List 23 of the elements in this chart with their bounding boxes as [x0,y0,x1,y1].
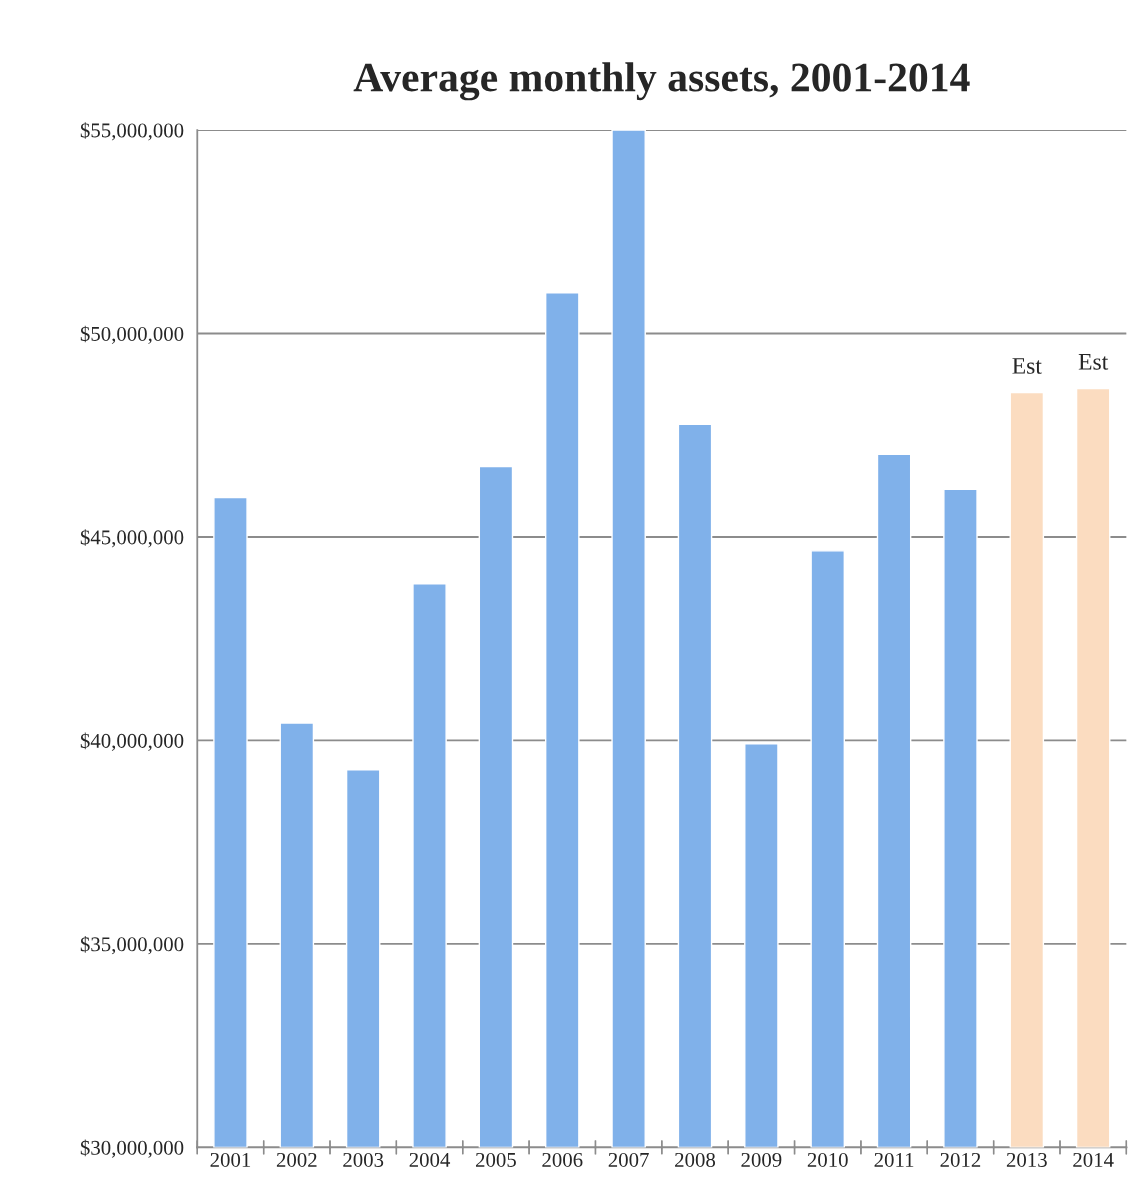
x-tick-label: 2013 [1006,1152,1047,1167]
y-tick-label: $30,000,000 [80,1139,184,1158]
y-tick-label: $35,000,000 [80,936,184,955]
x-tick-label: 2004 [409,1152,451,1167]
x-tick-label: 2008 [675,1152,716,1167]
x-tick-label: 2006 [542,1152,583,1167]
x-tick-label: 2007 [608,1152,649,1167]
x-tick-label: 2012 [940,1152,981,1167]
y-tick-label: $45,000,000 [80,529,184,548]
x-tick-label: 2010 [807,1152,848,1167]
annotation: Est [1012,358,1042,374]
x-tick-label: 2003 [343,1152,384,1167]
y-tick-label: $55,000,000 [80,122,184,141]
x-tick-label: 2005 [476,1152,516,1167]
x-tick-label: 2011 [874,1152,914,1167]
x-tick-label: 2002 [276,1152,317,1167]
x-tick-label: 2014 [1073,1152,1114,1167]
x-tick-label: 2001 [210,1152,251,1167]
y-tick-label: $50,000,000 [80,325,184,344]
x-tick-label: 2009 [741,1152,782,1167]
y-tick-label: $40,000,000 [80,732,184,751]
chart-title: Average monthly assets, 2001-2014 [353,62,970,101]
annotation: Est [1078,354,1109,370]
